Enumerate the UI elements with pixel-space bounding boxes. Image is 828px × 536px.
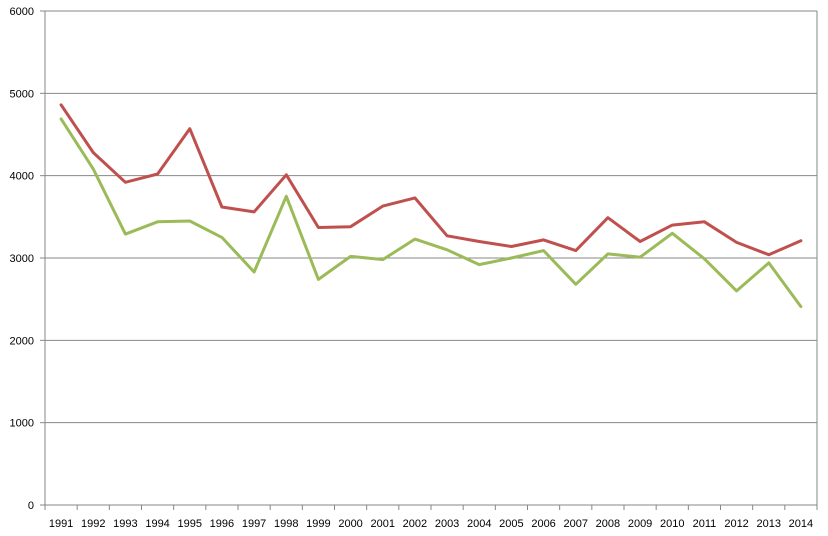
y-tick-label: 1000 bbox=[10, 418, 34, 430]
tick-labels: 0 1000 2000 3000 4000 5000 6000 1991 1992 1993 199… bbox=[10, 6, 814, 530]
x-tick-label: 2003 bbox=[435, 518, 459, 530]
series-2-point bbox=[606, 252, 609, 255]
x-tick-label: 1996 bbox=[210, 518, 234, 530]
series-2-point bbox=[253, 270, 256, 273]
series-2-point bbox=[735, 289, 738, 292]
series-2-point bbox=[542, 249, 545, 252]
series-1-point bbox=[606, 216, 609, 219]
y-tick-label: 4000 bbox=[10, 171, 34, 183]
x-tick-label: 2012 bbox=[724, 518, 748, 530]
series-1-point bbox=[446, 234, 449, 237]
x-tick-label: 2009 bbox=[628, 518, 652, 530]
series-2-point bbox=[767, 261, 770, 264]
x-tick-label: 2001 bbox=[371, 518, 395, 530]
series-1-point bbox=[156, 173, 159, 176]
x-tick-label: 2011 bbox=[693, 518, 717, 530]
y-tick-label: 6000 bbox=[10, 6, 34, 18]
series-1-point bbox=[349, 225, 352, 228]
y-tick-label: 2000 bbox=[10, 335, 34, 347]
x-tick-label: 2014 bbox=[789, 518, 813, 530]
series-1-point bbox=[799, 239, 802, 242]
series-2-point bbox=[92, 168, 95, 171]
series-1-point bbox=[542, 238, 545, 241]
x-tick-label: 1993 bbox=[113, 518, 137, 530]
y-tick-label: 3000 bbox=[10, 253, 34, 265]
series-1-point bbox=[478, 240, 481, 243]
series-2-point bbox=[671, 232, 674, 235]
x-tick-label: 2000 bbox=[338, 518, 362, 530]
series-2-point bbox=[220, 236, 223, 239]
series-2-point bbox=[317, 278, 320, 281]
series-2-point bbox=[285, 195, 288, 198]
y-tick-label: 0 bbox=[28, 500, 34, 512]
series-1-point bbox=[92, 151, 95, 154]
series-1-point bbox=[671, 224, 674, 227]
series-1-point bbox=[285, 173, 288, 176]
x-tick-label: 1998 bbox=[274, 518, 298, 530]
series-2-point bbox=[188, 219, 191, 222]
series-1-point bbox=[220, 205, 223, 208]
series-lines bbox=[59, 103, 803, 309]
series-2-point bbox=[413, 238, 416, 241]
axes bbox=[40, 10, 818, 510]
x-tick-label: 1995 bbox=[178, 518, 202, 530]
x-tick-label: 1999 bbox=[306, 518, 330, 530]
series-2-point bbox=[703, 257, 706, 260]
series-1-point bbox=[574, 249, 577, 252]
y-tick-label: 5000 bbox=[10, 88, 34, 100]
series-2-point bbox=[124, 233, 127, 236]
series-2-point bbox=[574, 283, 577, 286]
series-2-point bbox=[639, 256, 642, 259]
x-tick-label: 2008 bbox=[596, 518, 620, 530]
series-2-point bbox=[510, 257, 513, 260]
series-2-point bbox=[478, 263, 481, 266]
x-tick-label: 2005 bbox=[499, 518, 523, 530]
x-tick-label: 2006 bbox=[531, 518, 555, 530]
series-1-point bbox=[703, 220, 706, 223]
x-tick-label: 1991 bbox=[49, 518, 73, 530]
series-1-point bbox=[188, 127, 191, 130]
x-tick-label: 2004 bbox=[467, 518, 491, 530]
series-2-point bbox=[60, 117, 63, 120]
series-1-point bbox=[60, 103, 63, 106]
series-2-point bbox=[381, 258, 384, 261]
series-2-point bbox=[799, 305, 802, 308]
series-1-point bbox=[253, 210, 256, 213]
series-line-2 bbox=[59, 117, 803, 309]
x-tick-label: 2002 bbox=[403, 518, 427, 530]
series-line-1 bbox=[59, 103, 803, 257]
x-tick-label: 1994 bbox=[145, 518, 169, 530]
series-1-point bbox=[735, 241, 738, 244]
x-tick-label: 2013 bbox=[757, 518, 781, 530]
series-1-point bbox=[381, 205, 384, 208]
x-tick-label: 1997 bbox=[242, 518, 266, 530]
x-tick-label: 1992 bbox=[81, 518, 105, 530]
series-1-point bbox=[767, 253, 770, 256]
x-tick-label: 2010 bbox=[660, 518, 684, 530]
series-1-point bbox=[317, 226, 320, 229]
series-2-point bbox=[156, 220, 159, 223]
x-tick-label: 2007 bbox=[564, 518, 588, 530]
series-2-point bbox=[446, 248, 449, 251]
series-1-point bbox=[124, 181, 127, 184]
series-1-point bbox=[413, 196, 416, 199]
series-1-point bbox=[510, 245, 513, 248]
series-1-point bbox=[639, 240, 642, 243]
series-2-point bbox=[349, 255, 352, 258]
